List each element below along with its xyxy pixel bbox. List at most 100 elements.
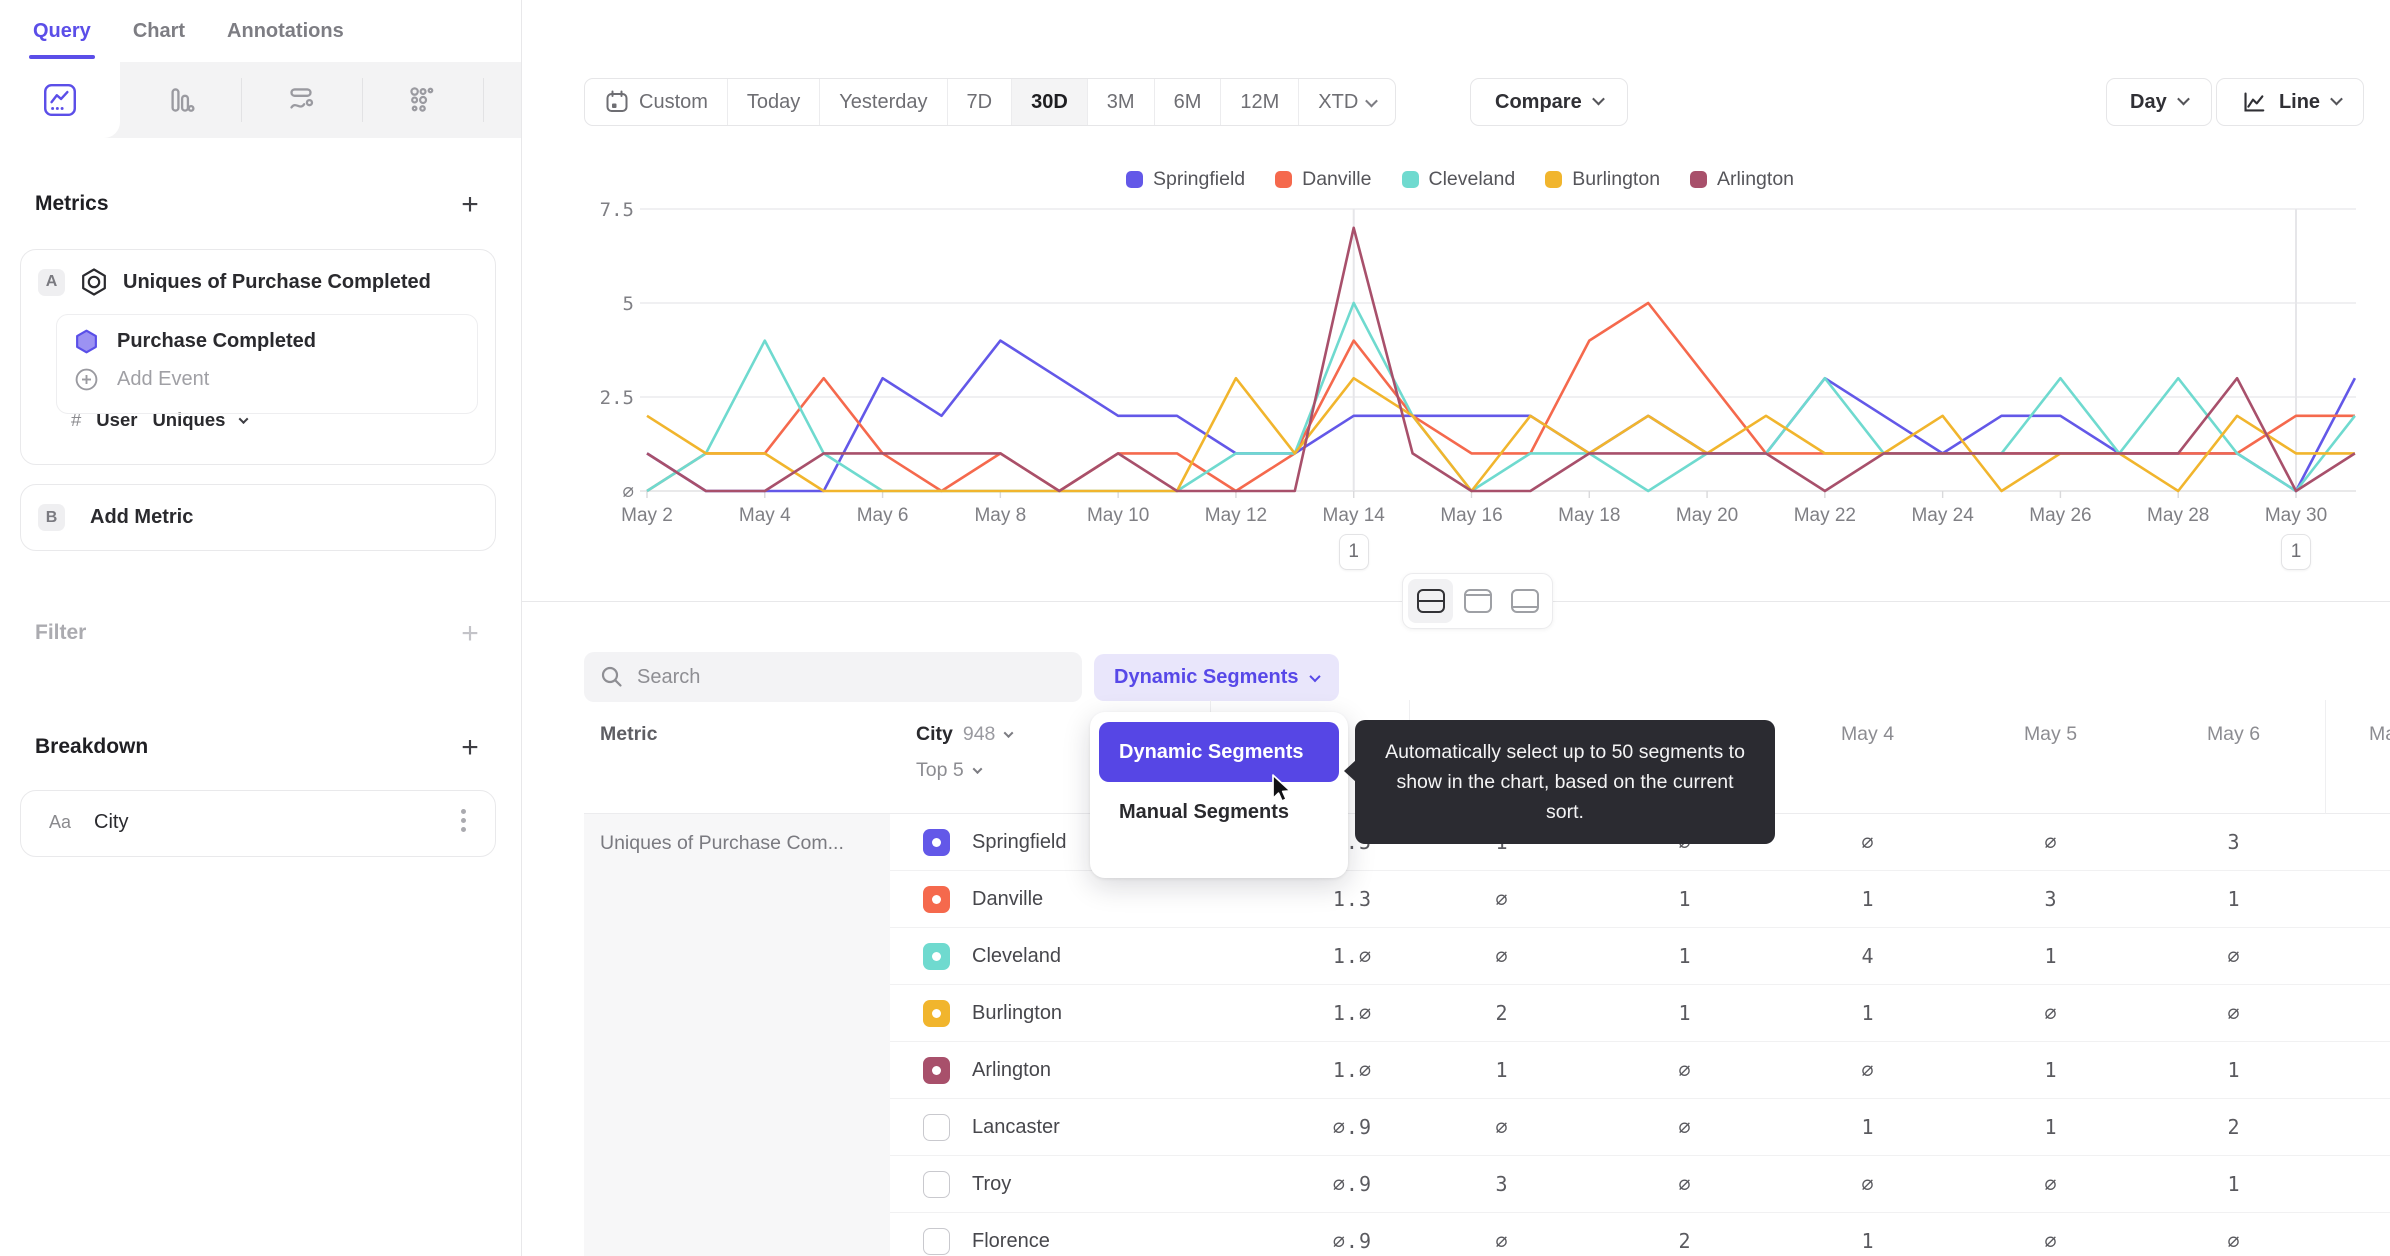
segment-day-value: 4 [1776, 928, 1959, 985]
chart-style-dropdown[interactable]: Line [2216, 78, 2364, 126]
segments-mode-button[interactable]: Dynamic Segments [1094, 654, 1339, 701]
segment-row-burlington[interactable]: Burlington [890, 985, 1210, 1042]
range-xtd[interactable]: XTD [1299, 79, 1395, 125]
range-3m[interactable]: 3M [1088, 79, 1155, 125]
legend-swatch [1275, 171, 1293, 188]
legend-item[interactable]: Danville [1275, 168, 1372, 191]
range-yesterday[interactable]: Yesterday [820, 79, 948, 125]
x-axis-tick: May 4 [739, 505, 791, 526]
metric-a-card: A Uniques of Purchase Completed Purchase… [20, 249, 496, 465]
property-type-icon: Aa [49, 812, 72, 832]
y-axis-tick: ∅ [623, 481, 634, 503]
legend-swatch [1125, 171, 1143, 188]
date-range-control: Custom Today Yesterday 7D 30D 3M 6M 12M XTD [584, 78, 1397, 126]
legend-item[interactable]: Cleveland [1401, 168, 1516, 191]
compare-button[interactable]: Compare [1470, 78, 1628, 126]
segment-row-danville[interactable]: Danville [890, 871, 1210, 928]
segment-checkbox[interactable] [923, 942, 950, 970]
sidebar-tab-annotations[interactable]: Annotations [227, 19, 344, 42]
x-axis-tick: May 10 [1087, 505, 1149, 526]
segment-checkbox[interactable] [923, 828, 950, 856]
range-30d[interactable]: 30D [1012, 79, 1088, 125]
segment-day-value: 1 [1776, 871, 1959, 928]
segment-row-lancaster[interactable]: Lancaster [890, 1099, 1210, 1156]
add-filter-button[interactable]: + [461, 617, 479, 650]
metric-a-name[interactable]: Uniques of Purchase Completed [123, 270, 431, 293]
segment-checkbox[interactable] [923, 999, 950, 1027]
segment-checkbox[interactable] [923, 1056, 950, 1084]
tab-scatter-chart[interactable] [362, 62, 482, 138]
x-axis-tick: May 6 [857, 505, 909, 526]
range-today[interactable]: Today [728, 79, 821, 125]
chart-type-tabs [0, 62, 521, 138]
segment-name: Springfield [972, 830, 1067, 853]
chevron-down-icon [2176, 92, 2190, 106]
metrics-title: Metrics [35, 192, 109, 215]
measure-row[interactable]: # User Uniques [71, 409, 495, 431]
segment-day-value: 1 [1959, 1042, 2142, 1099]
range-12m[interactable]: 12M [1221, 79, 1300, 125]
segment-day-value: ∅ [1959, 985, 2142, 1042]
range-7d[interactable]: 7D [948, 79, 1013, 125]
legend-item[interactable]: Springfield [1125, 168, 1246, 191]
segment-checkbox[interactable] [923, 885, 950, 913]
interval-dropdown[interactable]: Day [2106, 78, 2212, 126]
divider [241, 78, 242, 122]
clipped-cell [2325, 985, 2390, 1042]
kebab-menu-icon[interactable] [461, 809, 469, 832]
split-view-button[interactable] [1408, 579, 1453, 623]
annotation-badge[interactable]: 1 [1338, 534, 1369, 570]
dropdown-option-dynamic-segments[interactable]: Dynamic Segments [1099, 722, 1339, 782]
segment-day-value: 3 [2142, 814, 2325, 871]
segment-day-value: 2 [1410, 985, 1593, 1042]
sidebar-tab-query[interactable]: Query [29, 0, 95, 62]
legend-label: Cleveland [1428, 168, 1516, 190]
event-hexagon-icon [82, 268, 106, 296]
bottom-panel-view-button[interactable] [1502, 579, 1547, 623]
segment-day-value: 1 [1776, 1099, 1959, 1156]
annotation-badge[interactable]: 1 [2281, 534, 2311, 570]
tab-flow-chart[interactable] [241, 62, 361, 138]
breakdown-column-header[interactable]: City 948 Top 5 [890, 700, 1210, 814]
top-panel-view-button[interactable] [1455, 579, 1500, 623]
top-panel-icon [1463, 589, 1492, 613]
segment-name: Burlington [972, 1001, 1063, 1024]
sidebar-tab-chart[interactable]: Chart [132, 19, 186, 42]
dropdown-option-manual-segments[interactable]: Manual Segments [1119, 800, 1290, 823]
range-6m[interactable]: 6M [1155, 79, 1222, 125]
legend-label: Springfield [1152, 168, 1246, 190]
search-input[interactable] [637, 665, 1037, 689]
segment-row-arlington[interactable]: Arlington [890, 1042, 1210, 1099]
segment-day-value: ∅ [1410, 928, 1593, 985]
metric-b-card[interactable]: B Add Metric [20, 484, 496, 551]
segment-row-cleveland[interactable]: Cleveland [890, 928, 1210, 985]
legend-label: Danville [1302, 168, 1372, 190]
segment-average-value: 1.∅ [1210, 928, 1410, 985]
range-custom[interactable]: Custom [585, 79, 728, 125]
x-axis-tick: May 18 [1558, 505, 1620, 526]
tab-bar-chart[interactable] [120, 62, 240, 138]
clipped-cell [2325, 1099, 2390, 1156]
segment-checkbox[interactable] [923, 1170, 950, 1198]
clipped-cell [2325, 1042, 2390, 1099]
add-metric-plus-button[interactable]: + [461, 188, 479, 221]
breakdown-city-card[interactable]: Aa City [20, 790, 496, 857]
segment-day-value: 1 [1410, 1042, 1593, 1099]
legend-item[interactable]: Arlington [1690, 168, 1794, 191]
clipped-cell [2325, 871, 2390, 928]
y-axis-tick: 5 [623, 293, 634, 315]
segment-day-value: 1 [1593, 871, 1776, 928]
date-column-header: May 5 [1959, 700, 2142, 814]
add-breakdown-button[interactable]: + [461, 731, 479, 764]
segment-checkbox[interactable] [923, 1113, 950, 1141]
segment-checkbox[interactable] [923, 1227, 950, 1255]
segment-row-florence[interactable]: Florence [890, 1213, 1210, 1256]
segment-row-springfield[interactable]: Springfield [890, 814, 1210, 871]
segment-row-troy[interactable]: Troy [890, 1156, 1210, 1213]
add-event-plus-icon [75, 368, 98, 391]
tab-line-chart[interactable] [0, 62, 120, 138]
add-event-button[interactable]: Add Event [73, 366, 477, 393]
segment-day-value: ∅ [1410, 1213, 1593, 1256]
event-row[interactable]: Purchase Completed [73, 328, 477, 355]
legend-item[interactable]: Burlington [1545, 168, 1660, 191]
